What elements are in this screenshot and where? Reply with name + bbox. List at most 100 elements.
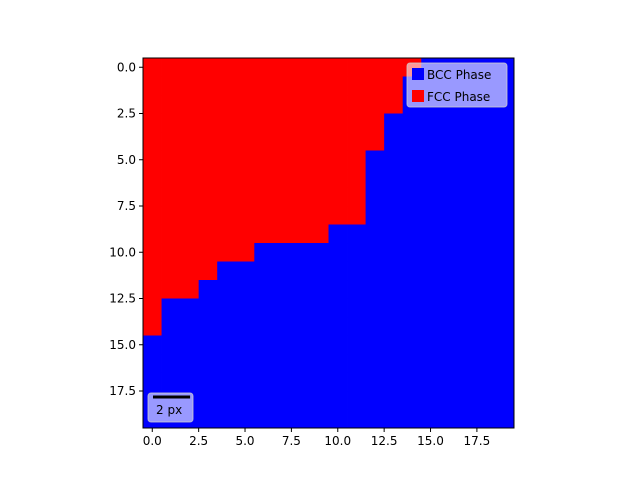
heatmap-cell [421, 335, 441, 355]
heatmap-cell [254, 224, 274, 244]
y-tick-label: 10.0 [109, 245, 136, 259]
heatmap-cell [421, 187, 441, 207]
heatmap-cell [365, 280, 385, 299]
heatmap-cell [309, 58, 329, 77]
heatmap-cell [309, 132, 329, 151]
heatmap-cell [180, 95, 200, 114]
heatmap-cell [235, 76, 255, 96]
heatmap-cell [421, 409, 441, 429]
heatmap-cell [421, 391, 441, 410]
heatmap-cell [235, 206, 255, 225]
heatmap-cell [143, 95, 162, 114]
heatmap-cell [384, 132, 404, 151]
heatmap-cell [198, 280, 218, 299]
heatmap-cell [272, 113, 292, 133]
heatmap-cell [198, 206, 218, 225]
heatmap-cell [309, 113, 329, 133]
heatmap-cell [439, 372, 459, 392]
heatmap-cell [495, 224, 515, 244]
heatmap-cell [272, 95, 292, 114]
heatmap-cell [476, 335, 496, 355]
heatmap-cell [495, 280, 515, 299]
heatmap-cell [402, 243, 422, 262]
heatmap-cell [309, 335, 329, 355]
heatmap-cell [421, 243, 441, 262]
heatmap-cell [309, 187, 329, 207]
heatmap-cell [198, 76, 218, 96]
heatmap-cell [328, 372, 348, 392]
heatmap-cell [402, 391, 422, 410]
heatmap-cell [198, 224, 218, 244]
heatmap-cell [347, 113, 366, 133]
heatmap-cell [143, 76, 162, 96]
heatmap-cell [235, 409, 255, 429]
heatmap-cell [476, 132, 496, 151]
heatmap-cell [384, 224, 404, 244]
heatmap-cell [384, 58, 404, 77]
heatmap-cell [235, 280, 255, 299]
heatmap-cell [347, 261, 366, 281]
heatmap-cell [476, 187, 496, 207]
heatmap-cell [180, 317, 200, 336]
heatmap-cell [439, 132, 459, 151]
heatmap-cell [235, 391, 255, 410]
heatmap-cell [254, 132, 274, 151]
heatmap-cell [458, 132, 478, 151]
heatmap-cell [217, 391, 237, 410]
heatmap-cell [235, 132, 255, 151]
heatmap-cell [421, 280, 441, 299]
heatmap-cell [476, 354, 496, 373]
heatmap-cell [272, 280, 292, 299]
heatmap-cell [309, 95, 329, 114]
heatmap-cell [439, 391, 459, 410]
heatmap-cell [365, 409, 385, 429]
heatmap-cell [217, 409, 237, 429]
heatmap-cell [495, 243, 515, 262]
heatmap-cell [143, 372, 162, 392]
heatmap-cell [180, 354, 200, 373]
heatmap-cell [272, 335, 292, 355]
heatmap-cell [254, 335, 274, 355]
heatmap-cell [217, 113, 237, 133]
heatmap-cell [180, 280, 200, 299]
heatmap-cell [161, 132, 181, 151]
legend: BCC Phase FCC Phase [406, 62, 508, 108]
heatmap-cell [384, 76, 404, 96]
heatmap-cell [402, 113, 422, 133]
heatmap-cell [217, 354, 237, 373]
heatmap-cell [309, 76, 329, 96]
heatmap-cell [272, 169, 292, 188]
y-tick-label: 15.0 [109, 338, 136, 352]
heatmap-cell [347, 169, 366, 188]
heatmap-cell [291, 187, 311, 207]
heatmap-cell [161, 243, 181, 262]
heatmap-cell [365, 391, 385, 410]
heatmap-cell [198, 372, 218, 392]
heatmap-cell [476, 206, 496, 225]
heatmap-cell [309, 206, 329, 225]
heatmap-cell [291, 354, 311, 373]
heatmap-cell [476, 372, 496, 392]
heatmap-cell [180, 58, 200, 77]
heatmap-cell [198, 354, 218, 373]
heatmap-cell [347, 132, 366, 151]
heatmap-cell [272, 409, 292, 429]
heatmap-cell [495, 113, 515, 133]
heatmap-cell [180, 335, 200, 355]
heatmap-cell [384, 243, 404, 262]
heatmap-cell [384, 317, 404, 336]
heatmap-cell [235, 113, 255, 133]
heatmap-cell [476, 261, 496, 281]
heatmap-cell [254, 261, 274, 281]
heatmap-cell [365, 372, 385, 392]
heatmap-cell [328, 243, 348, 262]
heatmap-cell [143, 206, 162, 225]
heatmap-cell [291, 224, 311, 244]
heatmap-cell [476, 317, 496, 336]
legend-label-fcc: FCC Phase [427, 90, 490, 104]
heatmap-cell [402, 372, 422, 392]
heatmap-cell [384, 150, 404, 170]
heatmap-cell [254, 187, 274, 207]
heatmap-cell [217, 243, 237, 262]
y-axis: 0.0 2.5 5.0 7.5 10.0 12.5 15.0 17.5 [109, 60, 143, 398]
